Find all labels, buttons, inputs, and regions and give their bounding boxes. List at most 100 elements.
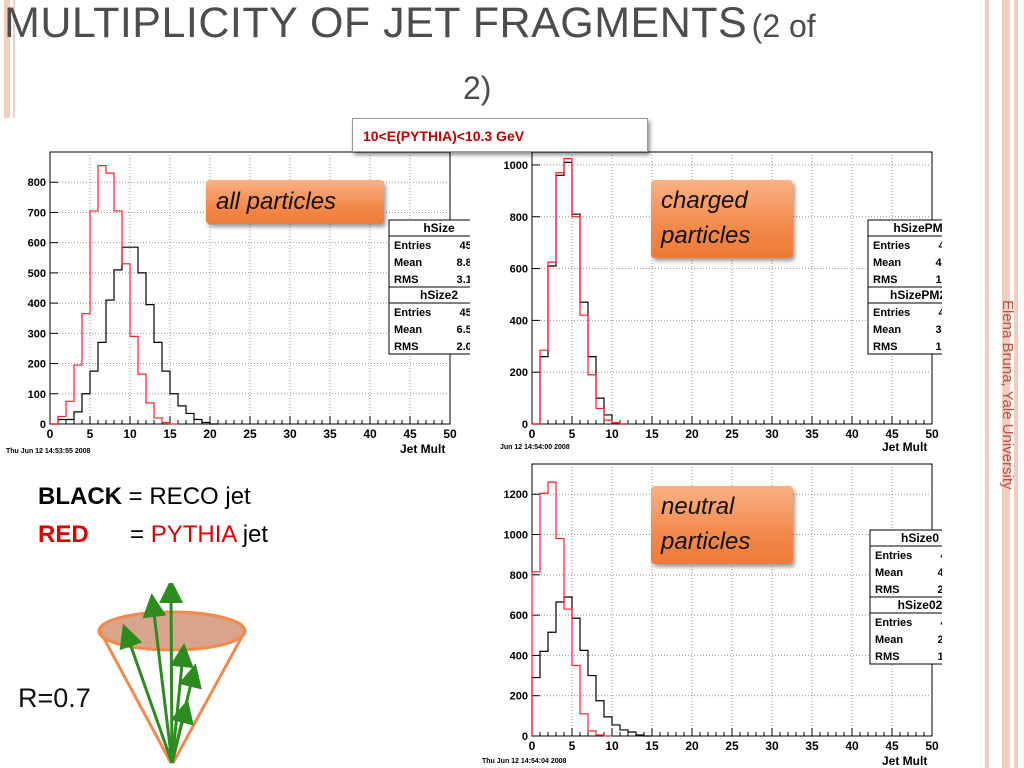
- stats-box-name: hSizePM2: [890, 288, 942, 302]
- stats-row-key: Entries: [873, 307, 910, 319]
- y-tick-label: 0: [522, 419, 528, 431]
- stats-row-value: 8.805: [456, 257, 470, 269]
- stats-box-frame: [869, 596, 942, 665]
- title-part-a: (2 of: [751, 8, 816, 44]
- right-decor-bar-2: [1002, 0, 1010, 768]
- stats-row-key: Mean: [873, 324, 901, 336]
- y-tick-label: 1000: [504, 160, 528, 172]
- y-tick-label: 800: [510, 212, 528, 224]
- stats-box: hSize Entries 4545 Mean 8.805 RMS 3.126: [388, 219, 470, 288]
- stats-row-value: 2.595: [937, 584, 942, 596]
- stats-box: hSize02 Entries 4545 Mean 2.588 RMS 1.424: [869, 596, 942, 665]
- stats-row-value: 1.424: [937, 651, 942, 663]
- legend-black-rest: = RECO jet: [122, 483, 251, 510]
- cone-radius-label: R=0.7: [18, 683, 91, 713]
- right-decor-bar: [985, 0, 989, 768]
- histogram-series-black: [531, 596, 652, 737]
- left-decor-bar: [4, 0, 10, 118]
- x-tick-label: 35: [805, 739, 819, 753]
- chart-neutral-particles: 0 5 10 15 20 25 30 35 40 45 50 0 200 400 600 800 1000 120…: [482, 463, 942, 768]
- y-tick-label: 300: [28, 328, 46, 340]
- stats-row-value: 4.749: [937, 567, 942, 579]
- stats-row-value: 4545: [941, 550, 942, 562]
- timestamp-label: Thu Jun 12 14:54:04 2008: [482, 758, 567, 765]
- callout-neutral-particles: neutral particles: [651, 486, 793, 564]
- y-tick-label: 400: [510, 650, 528, 662]
- cone-left-edge: [98, 630, 173, 764]
- stats-box-frame: [388, 219, 470, 288]
- stats-row-value: 1.808: [935, 274, 942, 286]
- y-tick-label: 700: [28, 207, 46, 219]
- histogram-series-red: [50, 165, 178, 425]
- x-tick-label: 20: [203, 427, 217, 441]
- stats-box-name: hSize: [423, 221, 455, 235]
- y-tick-label: 200: [28, 359, 46, 371]
- cone-right-edge: [171, 630, 247, 764]
- x-tick-label: 25: [725, 739, 739, 753]
- stats-box-frame: [867, 219, 942, 288]
- stats-box-frame: [388, 286, 470, 355]
- stats-row-value: 4.056: [935, 257, 942, 269]
- y-tick-label: 0: [40, 419, 46, 431]
- stats-row-key: Mean: [394, 257, 422, 269]
- stats-row-key: RMS: [394, 274, 418, 286]
- stats-row-key: Mean: [875, 567, 903, 579]
- callout-neutral-line1: neutral: [661, 493, 735, 520]
- stats-row-value: 3.931: [935, 324, 942, 336]
- jet-arrow-6: [170, 699, 194, 764]
- x-tick-label: 35: [805, 427, 819, 441]
- legend-red-eq: =: [130, 521, 151, 548]
- x-tick-label: 5: [569, 427, 576, 441]
- stats-box: hSize0 Entries 4545 Mean 4.749 RMS 2.595: [869, 529, 942, 598]
- x-tick-label: 0: [47, 427, 54, 441]
- y-tick-label: 200: [510, 691, 528, 703]
- callout-neutral-line2: particles: [661, 527, 751, 555]
- stats-box-name: hSize02: [898, 598, 942, 612]
- timestamp-label: Jun 12 14:54:00 2008: [500, 444, 570, 451]
- stats-row-value: 4545: [939, 307, 942, 319]
- y-tick-label: 0: [522, 731, 528, 743]
- x-axis-label: Jet Mult: [882, 754, 927, 768]
- x-axis-label: Jet Mult: [400, 442, 445, 456]
- chart-all-particles: 0 5 10 15 20 25 30 35 40 45 5001002003004005006007…: [6, 151, 470, 456]
- side-credit: Elena Bruna, Yale University: [999, 300, 1016, 490]
- callout-charged-line2: particles: [661, 221, 751, 249]
- legend-red-jet: jet: [236, 521, 269, 548]
- legend-red: RED = PYTHIA jet: [38, 521, 268, 549]
- slide-title: MULTIPLICITY OF JET FRAGMENTS (2 of: [4, 2, 984, 45]
- y-tick-label: 800: [28, 177, 46, 189]
- stats-box: hSizePM2 Entries 4545 Mean 3.931 RMS 1.741: [867, 286, 942, 355]
- x-tick-label: 10: [605, 427, 619, 441]
- stats-row-key: Entries: [873, 240, 910, 252]
- y-tick-label: 600: [510, 610, 528, 622]
- x-tick-label: 40: [363, 427, 377, 441]
- x-tick-label: 35: [323, 427, 337, 441]
- stats-row-key: Entries: [394, 307, 431, 319]
- x-tick-label: 50: [443, 427, 457, 441]
- callout-charged-particles: charged particles: [651, 180, 793, 258]
- legend-red-word: RED: [38, 521, 89, 548]
- legend-black: BLACK = RECO jet: [38, 483, 251, 511]
- stats-row-value: 2.588: [937, 634, 942, 646]
- x-tick-label: 50: [925, 739, 939, 753]
- stats-row-value: 6.519: [456, 324, 470, 336]
- legend-red-pythia: PYTHIA: [150, 521, 237, 548]
- stats-box: hSizePM Entries 4545 Mean 4.056 RMS 1.808: [867, 219, 942, 288]
- callout-all-particles: all particles: [206, 180, 384, 224]
- y-tick-label: 1200: [504, 489, 528, 501]
- x-tick-label: 10: [605, 739, 619, 753]
- stats-row-value: 4545: [939, 240, 942, 252]
- stats-box-frame: [867, 286, 942, 355]
- x-tick-label: 25: [725, 427, 739, 441]
- callout-all-text: all particles: [216, 188, 337, 215]
- stats-row-key: RMS: [394, 341, 418, 353]
- stats-row-key: Entries: [394, 240, 431, 252]
- x-axis-label: Jet Mult: [882, 440, 927, 454]
- x-tick-label: 5: [87, 427, 94, 441]
- left-decor-line: [13, 0, 15, 118]
- legend-black-word: BLACK: [38, 483, 122, 510]
- x-tick-label: 0: [529, 427, 536, 441]
- jet-cone-diagram: [97, 583, 247, 764]
- stats-box-name: hSize2: [420, 288, 458, 302]
- x-tick-label: 15: [645, 427, 659, 441]
